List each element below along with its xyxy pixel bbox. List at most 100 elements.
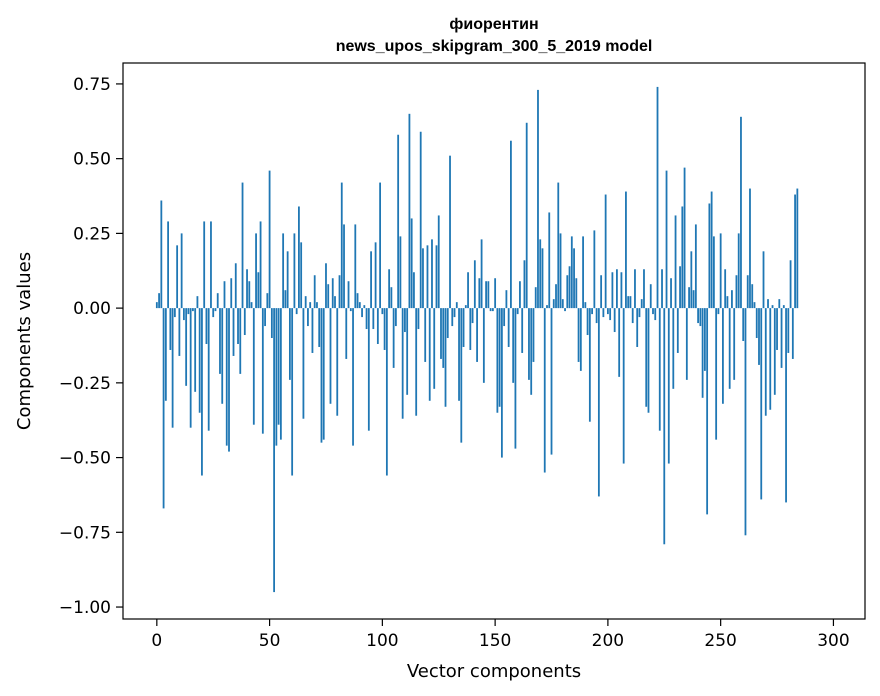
y-tick-label: −1.00: [59, 598, 111, 618]
bar: [230, 278, 233, 309]
bar: [223, 281, 226, 309]
bar: [173, 308, 176, 318]
bar: [760, 308, 763, 500]
bar: [728, 308, 731, 389]
bar: [516, 308, 519, 315]
bar: [381, 308, 384, 315]
bar: [500, 308, 503, 458]
bar: [755, 308, 758, 339]
x-axis-label: Vector components: [407, 661, 581, 682]
bar: [719, 233, 722, 309]
bar: [268, 170, 271, 309]
bar: [325, 263, 327, 309]
bar: [699, 308, 702, 327]
bar: [212, 308, 215, 318]
bar: [476, 308, 478, 362]
bar: [214, 308, 217, 312]
bar: [295, 308, 298, 315]
bar: [246, 269, 248, 309]
bar: [681, 206, 684, 309]
bar: [532, 308, 535, 362]
bar: [701, 308, 704, 398]
bar: [708, 203, 711, 309]
bar: [566, 275, 569, 309]
bar: [164, 308, 167, 401]
bar: [383, 308, 386, 350]
bar: [703, 308, 706, 371]
bar: [182, 308, 185, 321]
bar: [645, 308, 648, 407]
y-axis-label: Components values: [14, 252, 35, 430]
bar: [304, 296, 307, 309]
bar: [602, 308, 605, 318]
bar: [473, 260, 476, 309]
bar: [419, 131, 422, 309]
bar: [354, 224, 357, 309]
bar: [505, 290, 508, 309]
bar: [647, 308, 650, 413]
bar: [322, 308, 325, 440]
bar: [462, 308, 465, 347]
bar: [273, 308, 275, 593]
bar: [744, 308, 747, 536]
bar: [349, 308, 352, 312]
bar: [237, 308, 239, 344]
bar: [794, 194, 796, 309]
bar: [514, 308, 517, 449]
bar: [638, 308, 641, 318]
bar: [257, 272, 260, 309]
bar: [575, 278, 578, 309]
bar: [458, 308, 460, 401]
bar: [442, 308, 445, 368]
bar: [543, 308, 546, 473]
bar: [155, 302, 158, 309]
bar: [690, 251, 693, 309]
bar: [198, 308, 201, 413]
bar: [688, 287, 690, 309]
bar: [737, 233, 740, 309]
bar: [408, 113, 411, 309]
bar: [309, 302, 312, 309]
bar: [564, 308, 566, 312]
bar: [778, 299, 781, 309]
bar: [753, 302, 756, 309]
bar: [451, 308, 454, 327]
bar: [162, 308, 165, 509]
bar: [379, 182, 381, 309]
chart-title: фиорентин: [449, 16, 538, 33]
bar: [413, 272, 415, 309]
bar: [239, 308, 242, 374]
bar: [234, 263, 237, 309]
bar: [561, 299, 564, 309]
bar: [284, 290, 287, 309]
bar: [712, 236, 715, 309]
bar: [749, 188, 751, 309]
bar: [171, 308, 174, 428]
bar: [683, 167, 686, 309]
bar: [252, 308, 255, 425]
y-tick-label: 0.75: [73, 75, 111, 95]
bar: [444, 308, 447, 407]
bar: [435, 245, 438, 309]
bar: [358, 302, 361, 309]
bar: [327, 284, 330, 309]
bar: [431, 239, 433, 309]
bar: [616, 269, 618, 309]
bar: [582, 236, 584, 309]
bar: [611, 272, 614, 309]
bar: [316, 302, 318, 309]
bar: [307, 308, 309, 327]
bar: [557, 182, 560, 309]
bar: [410, 218, 413, 309]
bar: [528, 308, 530, 380]
bar: [577, 308, 580, 362]
bar: [372, 308, 375, 330]
bar: [343, 224, 345, 309]
bar: [347, 281, 350, 309]
bar: [415, 308, 418, 416]
bar: [446, 308, 449, 339]
bar: [264, 308, 266, 327]
bar: [433, 308, 436, 389]
bar: [291, 308, 294, 476]
bar-series: [155, 86, 799, 593]
